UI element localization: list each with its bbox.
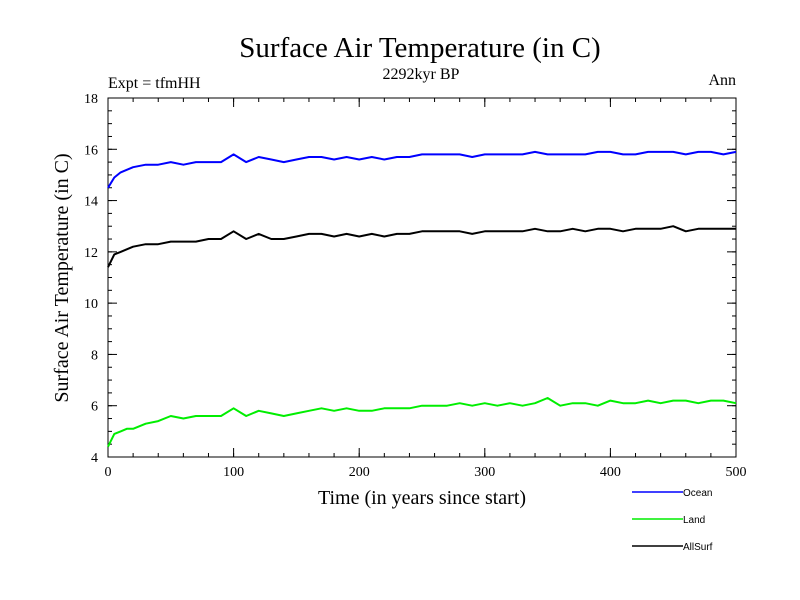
y-tick-label: 4 (91, 451, 98, 466)
minor-ticks (107, 97, 737, 458)
x-tick-label: 300 (474, 465, 495, 480)
x-axis-label: Time (in years since start) (318, 487, 526, 509)
season-label: Ann (708, 72, 736, 89)
y-axis-label: Surface Air Temperature (in C) (51, 153, 73, 402)
series-line-ocean (107, 150, 737, 189)
y-tick-label: 18 (84, 92, 98, 107)
chart-subtitle: 2292kyr BP (383, 66, 460, 83)
y-tick-label: 10 (84, 297, 98, 312)
series-line-land (107, 397, 737, 448)
y-tick-label: 12 (84, 246, 98, 261)
major-ticks (107, 97, 737, 458)
x-tick-labels: 0 100 200 300 400 500 (105, 465, 747, 480)
x-tick-label: 100 (223, 465, 244, 480)
x-tick-label: 500 (726, 465, 747, 480)
experiment-label: Expt = tfmHH (108, 75, 201, 92)
y-tick-label: 8 (91, 348, 98, 363)
y-tick-labels: 4 6 8 10 12 14 16 18 (84, 92, 98, 466)
legend-label-allsurf: AllSurf (683, 542, 713, 553)
plot-frame (107, 97, 737, 458)
legend-label-ocean: Ocean (683, 488, 712, 499)
legend: Ocean Land AllSurf (632, 488, 713, 553)
legend-label-land: Land (683, 515, 705, 526)
y-tick-label: 6 (91, 400, 98, 415)
series-line-allsurf (107, 225, 736, 268)
x-tick-label: 0 (105, 465, 112, 480)
y-tick-label: 14 (84, 195, 98, 210)
series-lines (107, 150, 737, 448)
chart-title: Surface Air Temperature (in C) (239, 32, 600, 64)
y-tick-label: 16 (84, 143, 98, 158)
x-tick-label: 200 (349, 465, 370, 480)
x-tick-label: 400 (600, 465, 621, 480)
